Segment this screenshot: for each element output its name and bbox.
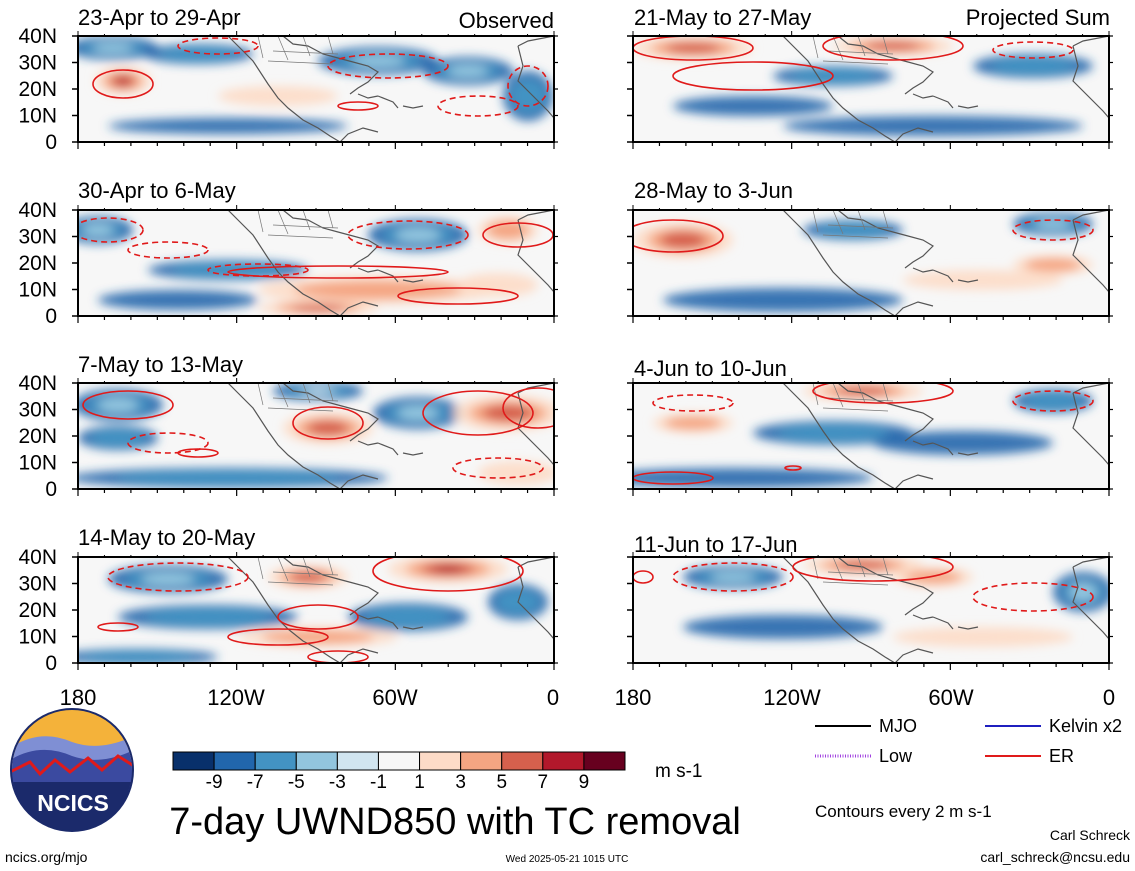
- lat-label: 0: [45, 478, 57, 501]
- colorbar-swatch: [583, 751, 626, 771]
- website-link[interactable]: ncics.org/mjo: [5, 849, 88, 865]
- lat-label: 0: [45, 652, 57, 675]
- lon-label: 0: [547, 685, 559, 710]
- longitude-labels-right: 180 120W 60W 0: [615, 685, 1115, 710]
- colorbar-swatch: [254, 751, 297, 771]
- legend-label: MJO: [879, 716, 917, 736]
- colorbar: -9 -7 -5 -3 -1 1 3 5 7 9: [172, 751, 626, 793]
- panel-label-8: 11-Jun to 17-Jun: [634, 532, 797, 557]
- map-panel-8: [627, 552, 1113, 670]
- lat-label: 40N: [18, 372, 57, 395]
- legend-label: Kelvin x2: [1049, 716, 1122, 736]
- observed-label: Observed: [459, 8, 554, 33]
- lon-label: 120W: [763, 685, 821, 710]
- lat-label: 10N: [18, 626, 57, 649]
- lon-label: 120W: [207, 685, 265, 710]
- latitude-labels: 40N 30N 20N 10N 0 40N 30N 20N 10N 0 40N 30N 20N 10N 0 4…: [18, 25, 57, 675]
- ncics-logo: NCICS: [10, 708, 134, 832]
- colorbar-swatch: [213, 751, 256, 771]
- lon-label: 180: [615, 685, 652, 710]
- lat-label: 0: [45, 131, 57, 154]
- panel-label-6: 28-May to 3-Jun: [634, 178, 793, 203]
- lon-label: 60W: [928, 685, 973, 710]
- colorbar-swatch: [295, 751, 338, 771]
- colorbar-label: -1: [370, 772, 387, 793]
- panel-label-7: 4-Jun to 10-Jun: [634, 356, 787, 381]
- lon-label: 0: [1103, 685, 1115, 710]
- lat-label: 10N: [18, 279, 57, 302]
- legend-label: Low: [879, 746, 913, 766]
- lat-label: 20N: [18, 252, 57, 275]
- legend-label: ER: [1049, 746, 1074, 766]
- lat-label: 40N: [18, 25, 57, 48]
- colorbar-label: 1: [414, 772, 425, 793]
- lat-label: 20N: [18, 599, 57, 622]
- projected-panels: [627, 31, 1113, 670]
- panel-label-5: 21-May to 27-May: [634, 5, 811, 30]
- timestamp: Wed 2025-05-21 1015 UTC: [506, 854, 629, 865]
- panel-label-3: 7-May to 13-May: [78, 352, 243, 377]
- lat-label: 10N: [18, 452, 57, 475]
- map-panel-3: [72, 378, 558, 496]
- colorbar-label: -5: [288, 772, 305, 793]
- colorbar-label: 9: [579, 772, 590, 793]
- map-panel-6: [627, 205, 1113, 323]
- units-label: m s-1: [655, 761, 703, 782]
- colorbar-label: 7: [538, 772, 549, 793]
- colorbar-label: -3: [329, 772, 346, 793]
- lat-label: 0: [45, 305, 57, 328]
- map-panel-4: [72, 552, 558, 670]
- panel-label-4: 14-May to 20-May: [78, 525, 255, 550]
- lat-label: 10N: [18, 105, 57, 128]
- colorbar-swatch: [501, 751, 544, 771]
- author-email: carl_schreck@ncsu.edu: [980, 849, 1130, 865]
- map-panel-2: [72, 205, 558, 323]
- panel-label-2: 30-Apr to 6-May: [78, 178, 236, 203]
- contour-legend: MJO Kelvin x2 Low ER: [815, 716, 1122, 766]
- lon-label: 180: [60, 685, 97, 710]
- lat-label: 40N: [18, 546, 57, 569]
- colorbar-swatch: [542, 751, 585, 771]
- map-panel-1: [72, 31, 558, 149]
- colorbar-swatch: [172, 751, 215, 771]
- colorbar-swatch: [336, 751, 379, 771]
- colorbar-label: -9: [206, 772, 223, 793]
- projected-label: Projected Sum: [966, 5, 1110, 30]
- figure-title: 7-day UWND850 with TC removal: [169, 801, 741, 843]
- longitude-labels-left: 180 120W 60W 0: [60, 685, 559, 710]
- logo-text: NCICS: [37, 790, 109, 816]
- lat-label: 30N: [18, 52, 57, 75]
- lat-label: 20N: [18, 78, 57, 101]
- colorbar-swatch: [419, 751, 462, 771]
- colorbar-label: 5: [496, 772, 507, 793]
- lat-label: 20N: [18, 425, 57, 448]
- contour-note: Contours every 2 m s-1: [815, 802, 992, 821]
- panel-label-1: 23-Apr to 29-Apr: [78, 5, 241, 30]
- colorbar-swatch: [460, 751, 503, 771]
- colorbar-label: -7: [247, 772, 264, 793]
- lat-label: 30N: [18, 226, 57, 249]
- author-name: Carl Schreck: [1050, 827, 1131, 843]
- lat-label: 30N: [18, 399, 57, 422]
- map-panel-7: [627, 378, 1113, 496]
- map-panel-5: [627, 31, 1113, 149]
- colorbar-label: 3: [455, 772, 466, 793]
- colorbar-swatch: [377, 751, 421, 771]
- lat-label: 30N: [18, 573, 57, 596]
- lon-label: 60W: [372, 685, 417, 710]
- observed-panels: [72, 31, 558, 670]
- lat-label: 40N: [18, 199, 57, 222]
